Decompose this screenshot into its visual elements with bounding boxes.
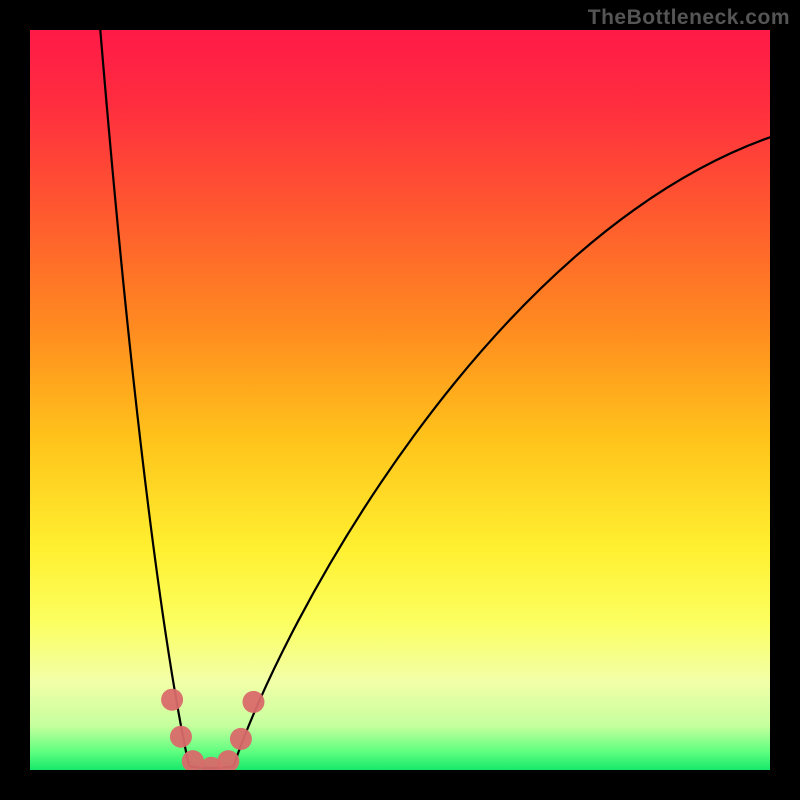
- valley-marker: [161, 689, 183, 711]
- bottleneck-chart-svg: [30, 30, 770, 770]
- gradient-background: [30, 30, 770, 770]
- valley-marker: [230, 728, 252, 750]
- chart-frame: TheBottleneck.com: [0, 0, 800, 800]
- watermark-text: TheBottleneck.com: [588, 6, 790, 30]
- valley-marker: [242, 691, 264, 713]
- plot-area: [30, 30, 770, 770]
- valley-marker: [170, 726, 192, 748]
